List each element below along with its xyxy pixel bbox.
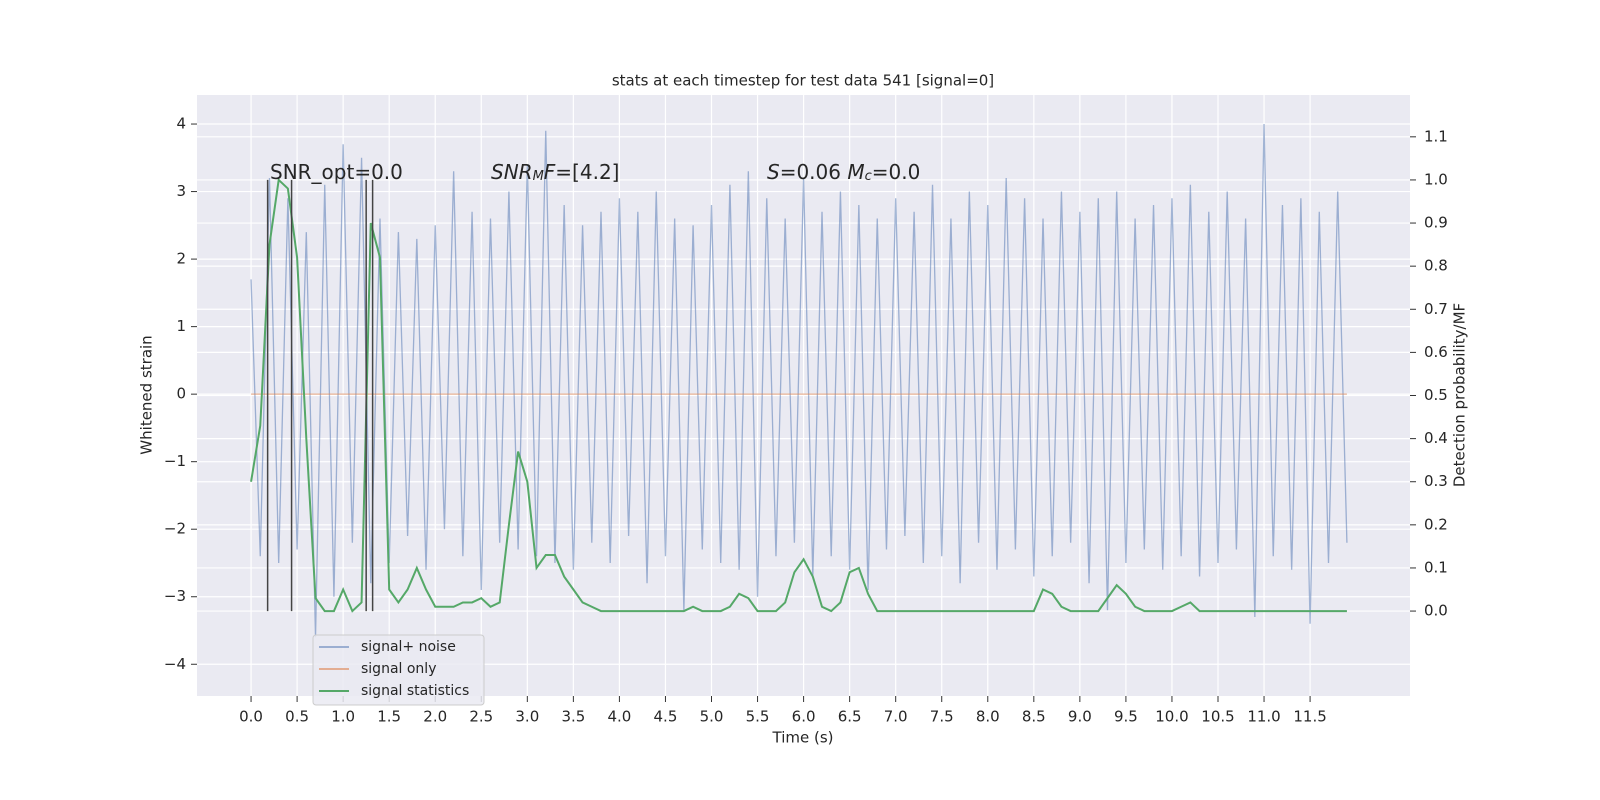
y-tick-label: −4 (164, 655, 186, 673)
y2-tick-label: 0.9 (1424, 214, 1448, 232)
series-line (250, 177, 1347, 613)
annotation: SNRMF=[4.2] (491, 160, 619, 185)
x-tick-label: 11.0 (1247, 708, 1280, 726)
y2-tick-label: 0.2 (1424, 515, 1448, 533)
annotation: SNR_opt=0.0 (270, 160, 403, 184)
y2-tick-label: 0.8 (1424, 257, 1448, 275)
x-tick-label: 6.5 (838, 708, 862, 726)
y2-tick-label: 0.0 (1424, 602, 1448, 620)
x-tick-label: 2.0 (423, 708, 447, 726)
x-tick-label: 9.5 (1114, 708, 1138, 726)
y-tick-label: 0 (176, 385, 186, 403)
y2-tick-label: 1.1 (1424, 127, 1448, 145)
annotation-part: F (544, 160, 556, 184)
x-tick-label: 9.0 (1068, 708, 1092, 726)
legend-box (312, 634, 485, 706)
y-tick-label: −3 (164, 587, 186, 605)
annotation-part: c (865, 169, 872, 184)
y2-tick-label: 0.7 (1424, 300, 1448, 318)
annotation-part: =[4.2] (555, 160, 619, 184)
y-tick-label: 4 (176, 115, 186, 133)
y-tick-label: 1 (176, 317, 186, 335)
annotation-part: =0.06 (780, 160, 848, 184)
legend-label: signal statistics (361, 683, 469, 699)
x-tick-label: 8.5 (1022, 708, 1046, 726)
y2-tick-label: 0.6 (1424, 343, 1448, 361)
x-tick-label: 3.0 (515, 708, 539, 726)
x-tick-label: 4.5 (654, 708, 678, 726)
y2-axis-label: Detection probability/MF (1451, 303, 1469, 487)
x-tick-label: 10.0 (1155, 708, 1188, 726)
y-tick-label: −1 (164, 452, 186, 470)
y-tick-label: −2 (164, 520, 186, 538)
chart-title: stats at each timestep for test data 541… (612, 72, 994, 90)
x-tick-label: 2.5 (469, 708, 493, 726)
annotation-part: =0.0 (872, 160, 921, 184)
x-tick-label: 0.5 (285, 708, 309, 726)
y-tick-label: 3 (176, 182, 186, 200)
y-tick-label: 2 (176, 250, 186, 268)
x-tick-label: 5.5 (746, 708, 770, 726)
annotation-part: SNR (491, 160, 533, 184)
x-tick-label: 8.0 (976, 708, 1000, 726)
x-tick-label: 6.0 (792, 708, 816, 726)
x-tick-label: 4.0 (607, 708, 631, 726)
x-tick-label: 7.0 (884, 708, 908, 726)
y2-tick-label: 0.1 (1424, 558, 1448, 576)
x-tick-label: 7.5 (930, 708, 954, 726)
y2-tick-label: 0.3 (1424, 472, 1448, 490)
annotation: S=0.06 Mc=0.0 (767, 160, 920, 185)
x-axis-label: Time (s) (772, 729, 834, 747)
annotation-part: SNR_opt=0.0 (270, 160, 403, 184)
annotation-part: S (767, 160, 780, 184)
y2-tick-label: 1.0 (1424, 170, 1448, 188)
x-tick-label: 0.0 (239, 708, 263, 726)
x-tick-label: 5.0 (700, 708, 724, 726)
y-axis-label: Whitened strain (138, 335, 156, 454)
series-line (250, 124, 1348, 638)
x-tick-label: 3.5 (561, 708, 585, 726)
legend-label: signal only (361, 661, 436, 677)
annotation-part: M (847, 160, 864, 184)
x-tick-label: 10.5 (1201, 708, 1234, 726)
legend-label: signal+ noise (361, 639, 456, 655)
x-tick-label: 1.0 (331, 708, 355, 726)
x-tick-label: 11.5 (1293, 708, 1326, 726)
y2-tick-label: 0.5 (1424, 386, 1448, 404)
x-tick-label: 1.5 (377, 708, 401, 726)
annotation-part: M (533, 169, 544, 184)
y2-tick-label: 0.4 (1424, 429, 1448, 447)
